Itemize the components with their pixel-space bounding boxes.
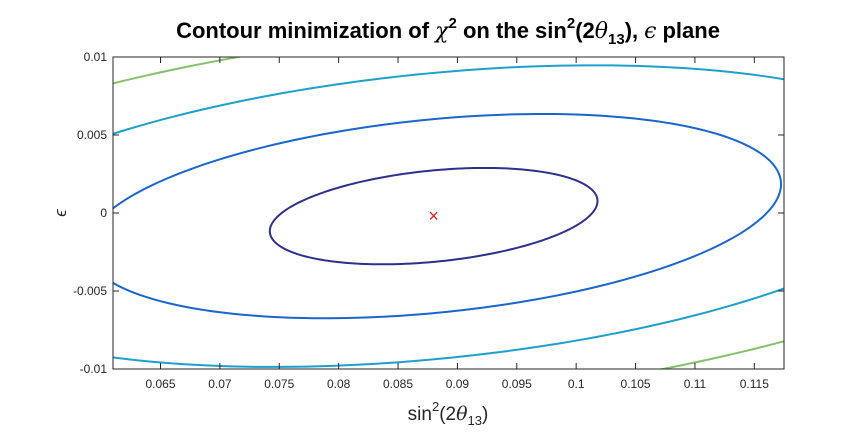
title-paren-open: (2 bbox=[575, 18, 595, 43]
y-axis-ticks: 0.01 0.005 0 -0.005 -0.01 bbox=[73, 50, 784, 376]
x-tick-label: 0.11 bbox=[684, 377, 707, 391]
x-tick-label: 0.09 bbox=[446, 377, 470, 391]
title-on-the: on the sin bbox=[457, 18, 567, 43]
y-axis-label: ϵ bbox=[51, 209, 70, 217]
x-tick-label: 0.08 bbox=[327, 377, 351, 391]
contour-line-level-1 bbox=[268, 166, 599, 266]
title-theta: θ bbox=[595, 19, 608, 44]
minimum-marker: × bbox=[428, 206, 439, 226]
xlabel-theta: θ bbox=[456, 403, 468, 425]
x-tick-label: 0.115 bbox=[740, 377, 769, 391]
plot-area bbox=[113, 57, 784, 369]
contour-line-level-2 bbox=[113, 112, 782, 320]
x-tick-label: 0.095 bbox=[502, 377, 532, 391]
xlabel-open: (2 bbox=[439, 404, 456, 425]
xlabel-close: ) bbox=[482, 404, 488, 425]
x-tick-label: 0.075 bbox=[264, 377, 294, 391]
title-chi: χ bbox=[433, 19, 450, 44]
y-tick-label: -0.005 bbox=[73, 284, 107, 298]
title-chi-sup: 2 bbox=[449, 15, 457, 32]
xlabel-sin: sin bbox=[408, 404, 432, 425]
title-sin-sup: 2 bbox=[567, 15, 575, 32]
x-tick-label: 0.085 bbox=[383, 377, 413, 391]
y-tick-label: -0.01 bbox=[80, 362, 108, 376]
x-tick-label: 0.07 bbox=[208, 377, 232, 391]
y-tick-label: 0.01 bbox=[84, 50, 108, 64]
title-suffix: plane bbox=[662, 18, 719, 43]
x-axis-ticks: 0.065 0.07 0.075 0.08 0.085 0.09 0.095 0.1 0.105… bbox=[145, 57, 769, 391]
y-tick-label: 0 bbox=[100, 206, 107, 220]
title-sub13: 13 bbox=[608, 31, 625, 48]
y-tick-label: 0.005 bbox=[77, 128, 107, 142]
x-tick-label: 0.105 bbox=[621, 377, 651, 391]
xlabel-sub13: 13 bbox=[468, 413, 482, 428]
contour-line-level-3 bbox=[113, 64, 784, 368]
xlabel-sup2: 2 bbox=[432, 399, 439, 414]
chart-title: Contour minimization of χ2 on the sin2(2… bbox=[176, 15, 720, 48]
x-tick-label: 0.1 bbox=[568, 377, 585, 391]
title-paren-close: ), bbox=[625, 18, 638, 43]
x-tick-label: 0.065 bbox=[145, 377, 175, 391]
x-axis-label: sin2(2θ13) bbox=[408, 399, 489, 428]
title-prefix: Contour minimization of bbox=[176, 18, 435, 43]
title-epsilon: ϵ bbox=[644, 19, 656, 44]
